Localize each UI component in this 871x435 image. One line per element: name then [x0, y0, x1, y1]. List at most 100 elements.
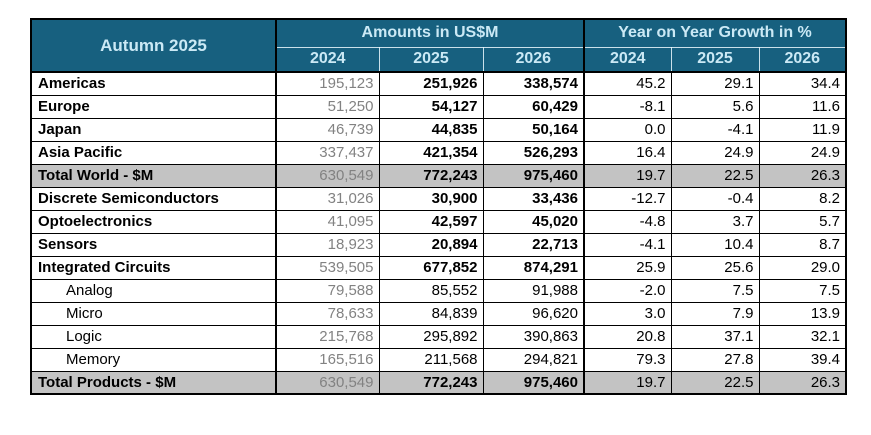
growth-2026-cell: 5.7	[758, 209, 847, 234]
col-header-growth-2025: 2025	[670, 47, 759, 73]
amount-2026-cell: 390,863	[482, 324, 585, 349]
growth-2026-cell: 8.2	[758, 186, 847, 211]
amount-2025-cell: 42,597	[378, 209, 484, 234]
forecast-table: Autumn 2025 Amounts in US$M Year on Year…	[30, 18, 848, 395]
growth-2024-cell: 3.0	[583, 301, 672, 326]
col-header-amounts-2025: 2025	[378, 47, 483, 73]
table-row: Japan 46,739 44,835 50,164 0.0 -4.1 11.9	[30, 117, 847, 142]
growth-2025-cell: 3.7	[670, 209, 760, 234]
growth-2024-cell: 25.9	[583, 255, 672, 280]
amount-2026-cell: 50,164	[482, 117, 585, 142]
col-header-growth-2026: 2026	[758, 47, 847, 73]
growth-2026-cell: 11.6	[758, 94, 847, 119]
growth-2024-cell: -8.1	[583, 94, 672, 119]
amount-2026-cell: 975,460	[482, 163, 585, 188]
row-label: Integrated Circuits	[30, 255, 277, 280]
table-row: Integrated Circuits 539,505 677,852 874,291…	[30, 255, 847, 280]
row-label: Americas	[30, 71, 277, 96]
growth-2024-cell: 20.8	[583, 324, 672, 349]
amount-2024-cell: 41,095	[275, 209, 380, 234]
amount-2026-cell: 294,821	[482, 347, 585, 372]
row-label: Total World - $M	[30, 163, 277, 188]
amount-2024-cell: 539,505	[275, 255, 380, 280]
row-label: Analog	[30, 278, 277, 303]
growth-2025-cell: 25.6	[670, 255, 760, 280]
amount-2026-cell: 874,291	[482, 255, 585, 280]
amount-2024-cell: 195,123	[275, 71, 380, 96]
table-row: Memory 165,516 211,568 294,821 79.3 27.8 39.4	[30, 347, 847, 372]
table-body: Americas 195,123 251,926 338,574 45.2 29.1 34.…	[30, 71, 847, 395]
growth-2025-cell: 29.1	[670, 71, 760, 96]
growth-2024-cell: -2.0	[583, 278, 672, 303]
header-row-years: 2024 2025 2026 2024 2025 2026	[31, 47, 847, 73]
amount-2025-cell: 84,839	[378, 301, 484, 326]
table-row: Analog 79,588 85,552 91,988 -2.0 7.5 7.5	[30, 278, 847, 303]
col-header-amounts-2026: 2026	[482, 47, 584, 73]
growth-2024-cell: -4.8	[583, 209, 672, 234]
row-label: Europe	[30, 94, 277, 119]
table-row: Total Products - $M 630,549 772,243 975,460…	[30, 370, 847, 395]
col-group-amounts: Amounts in US$M	[276, 19, 584, 48]
col-group-growth: Year on Year Growth in %	[582, 19, 847, 48]
growth-2025-cell: 27.8	[670, 347, 760, 372]
amount-2025-cell: 772,243	[378, 370, 484, 395]
table-row: Discrete Semiconductors 31,026 30,900 33,43…	[30, 186, 847, 211]
amount-2025-cell: 251,926	[378, 71, 484, 96]
amount-2025-cell: 20,894	[378, 232, 484, 257]
row-label: Japan	[30, 117, 277, 142]
growth-2026-cell: 39.4	[758, 347, 847, 372]
col-header-amounts-2024: 2024	[276, 47, 379, 73]
growth-2026-cell: 26.3	[758, 163, 847, 188]
growth-2026-cell: 13.9	[758, 301, 847, 326]
row-label: Micro	[30, 301, 277, 326]
growth-2024-cell: 45.2	[583, 71, 672, 96]
row-label: Asia Pacific	[30, 140, 277, 165]
amount-2024-cell: 31,026	[275, 186, 380, 211]
amount-2024-cell: 46,739	[275, 117, 380, 142]
amount-2024-cell: 165,516	[275, 347, 380, 372]
amount-2024-cell: 215,768	[275, 324, 380, 349]
growth-2024-cell: 19.7	[583, 163, 672, 188]
growth-2025-cell: 22.5	[670, 370, 760, 395]
growth-2026-cell: 26.3	[758, 370, 847, 395]
growth-2024-cell: 16.4	[583, 140, 672, 165]
amount-2025-cell: 211,568	[378, 347, 484, 372]
amount-2025-cell: 30,900	[378, 186, 484, 211]
growth-2026-cell: 29.0	[758, 255, 847, 280]
row-label: Sensors	[30, 232, 277, 257]
growth-2025-cell: 7.5	[670, 278, 760, 303]
amount-2026-cell: 338,574	[482, 71, 585, 96]
growth-2026-cell: 34.4	[758, 71, 847, 96]
growth-2026-cell: 7.5	[758, 278, 847, 303]
row-label: Discrete Semiconductors	[30, 186, 277, 211]
amount-2026-cell: 45,020	[482, 209, 585, 234]
growth-2024-cell: 0.0	[583, 117, 672, 142]
amount-2025-cell: 295,892	[378, 324, 484, 349]
amount-2026-cell: 60,429	[482, 94, 585, 119]
header-row-groups: Autumn 2025 Amounts in US$M Year on Year…	[31, 19, 847, 73]
growth-2026-cell: 8.7	[758, 232, 847, 257]
table-row: Optoelectronics 41,095 42,597 45,020 -4.8 3.7…	[30, 209, 847, 234]
amount-2025-cell: 44,835	[378, 117, 484, 142]
growth-2024-cell: 19.7	[583, 370, 672, 395]
growth-2025-cell: -4.1	[670, 117, 760, 142]
growth-2024-cell: -12.7	[583, 186, 672, 211]
amount-2026-cell: 96,620	[482, 301, 585, 326]
growth-2024-cell: 79.3	[583, 347, 672, 372]
amount-2024-cell: 630,549	[275, 370, 380, 395]
amount-2026-cell: 33,436	[482, 186, 585, 211]
col-header-growth-2024: 2024	[583, 47, 671, 73]
amount-2024-cell: 337,437	[275, 140, 380, 165]
growth-2025-cell: -0.4	[670, 186, 760, 211]
amount-2024-cell: 630,549	[275, 163, 380, 188]
table-row: Europe 51,250 54,127 60,429 -8.1 5.6 11.6	[30, 94, 847, 119]
growth-2025-cell: 24.9	[670, 140, 760, 165]
amount-2024-cell: 79,588	[275, 278, 380, 303]
growth-2025-cell: 22.5	[670, 163, 760, 188]
amount-2024-cell: 51,250	[275, 94, 380, 119]
amount-2025-cell: 85,552	[378, 278, 484, 303]
table-row: Asia Pacific 337,437 421,354 526,293 16.4 24.…	[30, 140, 847, 165]
amount-2026-cell: 975,460	[482, 370, 585, 395]
growth-2024-cell: -4.1	[583, 232, 672, 257]
